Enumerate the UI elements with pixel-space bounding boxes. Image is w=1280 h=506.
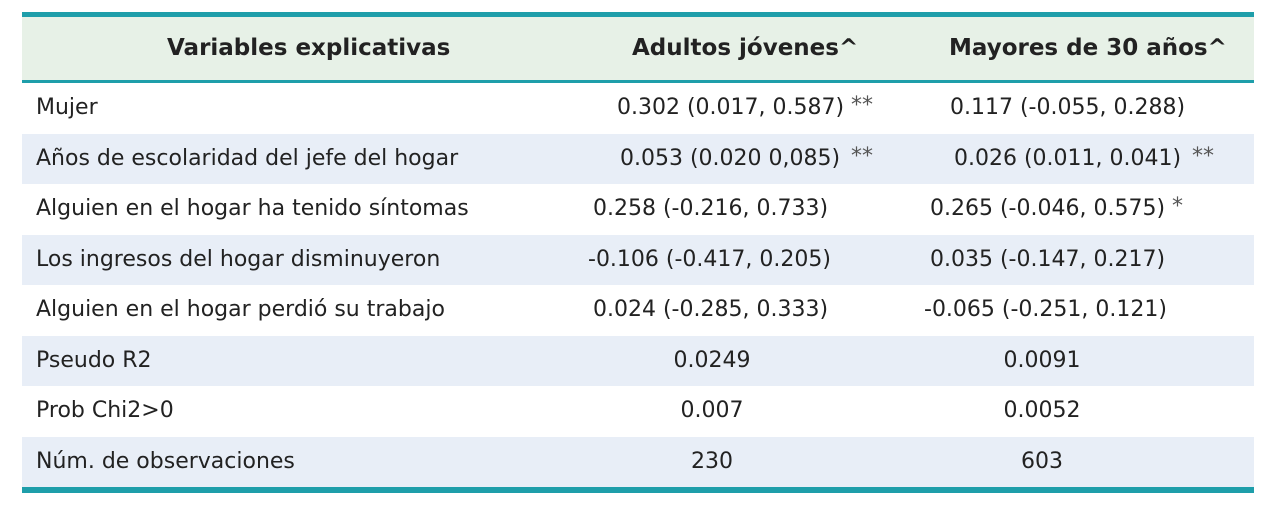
adults-value: -0.106 (-0.417, 0.205) [588, 246, 831, 272]
table-row: Prob Chi2>0 0.007 0.0052 [22, 386, 1254, 437]
row-label: Núm. de observaciones [36, 448, 295, 474]
regression-table: Variables explicativas Adultos jóvenes^ … [22, 12, 1254, 493]
adults-value: 0.007 [680, 398, 744, 423]
header-variables: Variables explicativas [167, 35, 451, 61]
table-row: Los ingresos del hogar disminuyeron -0.1… [22, 234, 1254, 285]
row-label: Pseudo R2 [36, 347, 152, 373]
row-label: Los ingresos del hogar disminuyeron [36, 246, 441, 272]
table-bottom-rule [22, 487, 1254, 493]
table-row: Alguien en el hogar perdió su trabajo 0.… [22, 285, 1254, 336]
older-significance: ** [1192, 143, 1214, 169]
table-row: Mujer 0.302 (0.017, 0.587) ** 0.117 (-0.… [22, 83, 1254, 134]
adults-value: 0.258 (-0.216, 0.733) [593, 196, 829, 221]
adults-significance: ** [851, 93, 873, 118]
table-top-rule [22, 12, 1254, 17]
older-value: 0.117 (-0.055, 0.288) [950, 95, 1186, 120]
adults-value: 0.053 (0.020 0,085) [620, 145, 841, 171]
older-value: 0.0052 [1003, 398, 1081, 423]
table-row: Núm. de observaciones 230 603 [22, 436, 1254, 487]
older-value: 603 [1021, 448, 1063, 474]
older-significance: * [1172, 194, 1183, 219]
older-value: 0.265 (-0.046, 0.575) [930, 196, 1166, 221]
adults-value: 0.302 (0.017, 0.587) [617, 95, 845, 120]
header-rule [22, 80, 1254, 83]
header-adults: Adultos jóvenes^ [632, 35, 859, 61]
header-older: Mayores de 30 años^ [949, 35, 1227, 61]
adults-significance: ** [851, 143, 873, 169]
older-value: 0.035 (-0.147, 0.217) [930, 246, 1166, 272]
row-label: Alguien en el hogar perdió su trabajo [36, 297, 445, 322]
row-label: Mujer [36, 95, 98, 120]
table-row: Alguien en el hogar ha tenido síntomas 0… [22, 184, 1254, 235]
row-label: Prob Chi2>0 [36, 398, 174, 423]
older-value: 0.026 (0.011, 0.041) [954, 145, 1182, 171]
older-value: -0.065 (-0.251, 0.121) [924, 297, 1167, 322]
row-label: Alguien en el hogar ha tenido síntomas [36, 196, 469, 221]
adults-value: 0.024 (-0.285, 0.333) [593, 297, 829, 322]
adults-value: 230 [691, 448, 733, 474]
table-header: Variables explicativas Adultos jóvenes^ … [22, 17, 1254, 80]
older-value: 0.0091 [1003, 347, 1081, 373]
table-row: Años de escolaridad del jefe del hogar 0… [22, 133, 1254, 184]
adults-value: 0.0249 [673, 347, 751, 373]
table-row: Pseudo R2 0.0249 0.0091 [22, 335, 1254, 386]
row-label: Años de escolaridad del jefe del hogar [36, 145, 459, 171]
